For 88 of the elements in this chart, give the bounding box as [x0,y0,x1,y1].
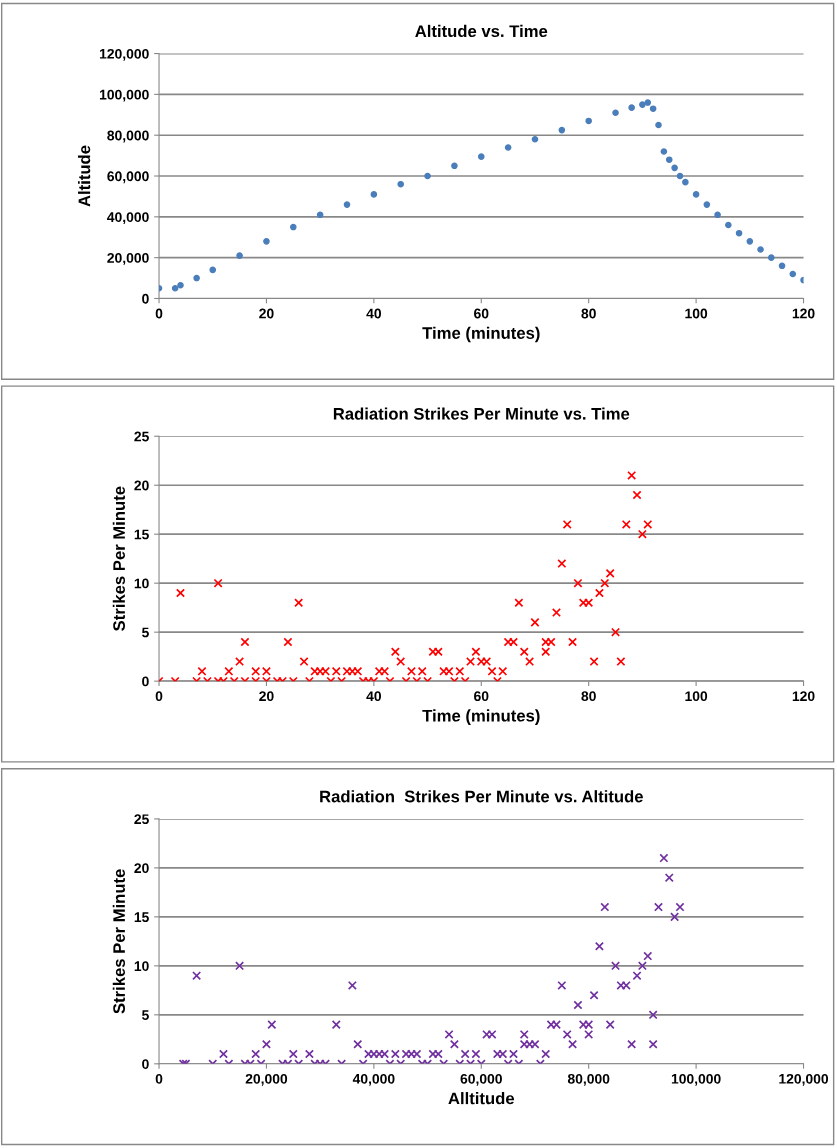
x-tick-label: 120,000 [779,1073,829,1086]
point [397,180,405,188]
x-axis-title: Alltitude [448,1092,515,1105]
point [504,144,512,151]
point [585,117,592,125]
x-tick-label: 20 [259,691,274,702]
x-tick-label: 100 [685,308,708,319]
y-tick-label: 80,000 [107,130,149,143]
y-tick-label: 0 [142,293,149,304]
y-tick-label: 120,000 [99,48,149,61]
point [424,172,431,180]
x-tick-label: 80 [581,308,596,319]
x-tick-label: 0 [155,691,163,702]
y-tick-label: 20 [134,480,149,491]
y-tick-label: 15 [134,912,149,923]
chart-title: Radiation Strikes Per Minute vs. Time [333,407,630,420]
y-axis-title: Altitude [78,145,91,207]
x-tick-label: 100,000 [671,1073,721,1086]
point [665,156,673,163]
point [177,281,184,289]
y-tick-label: 20 [134,863,149,874]
point [477,153,485,160]
x-tick-label: 120 [792,691,815,702]
point [757,246,764,253]
point [682,178,689,186]
point [692,191,700,198]
x-tick-label: 100 [685,691,708,702]
y-tick-label: 25 [134,814,149,825]
x-tick-label: 40 [366,691,382,702]
y-axis-title: Strikes Per Minute [112,869,126,1014]
point [209,266,217,274]
point [768,254,775,261]
point [236,252,243,259]
x-tick-label: 40,000 [352,1073,395,1086]
point [558,126,566,134]
point [655,121,662,129]
y-tick-label: 15 [134,529,149,540]
y-tick-label: 40,000 [107,212,149,225]
x-tick-label: 60 [474,308,489,319]
point [628,104,635,111]
y-tick-label: 5 [142,627,149,638]
x-tick-label: 80 [581,691,596,702]
point [703,201,711,208]
y-tick-label: 10 [134,578,149,589]
y-tick-label: 20,000 [107,253,149,265]
x-tick-label: 20 [259,308,274,319]
y-tick-label: 5 [142,1010,149,1020]
x-axis-title: Time (minutes) [422,326,540,343]
x-tick-label: 0 [155,308,163,319]
y-axis-title: Strikes Per Minute [112,486,126,631]
point [644,99,652,106]
point [370,191,378,198]
x-tick-label: 120 [792,308,815,319]
y-tick-label: 100,000 [99,89,149,102]
x-tick-label: 60,000 [460,1073,502,1086]
point [649,105,657,112]
point [316,211,324,219]
point [451,162,458,170]
point [676,172,684,180]
point [263,238,270,245]
point [778,262,786,270]
y-tick-label: 0 [142,1059,149,1069]
y-tick-label: 0 [142,676,149,687]
x-tick-label: 60 [474,691,489,702]
point [612,109,619,117]
point [746,238,754,245]
point [290,223,297,231]
x-tick-label: 20,000 [245,1073,288,1086]
point [660,148,668,155]
point [193,274,200,282]
point [725,221,732,229]
y-tick-label: 60,000 [107,171,149,184]
x-tick-label: 80,000 [567,1073,610,1086]
point [343,201,351,208]
x-axis-title: Time (minutes) [422,709,540,725]
y-tick-label: 10 [134,961,149,972]
point [714,211,721,219]
y-tick-label: 25 [134,431,149,442]
point [171,284,179,292]
point [639,101,646,108]
x-tick-label: 0 [155,1073,163,1084]
point [671,164,678,172]
chart-title: Radiation Strikes Per Minute vs. Altitude [320,790,643,803]
point [735,229,743,237]
point [789,270,797,278]
x-tick-label: 40 [366,308,382,319]
point [531,135,539,143]
chart-title: Altitude vs. Time [415,24,548,38]
